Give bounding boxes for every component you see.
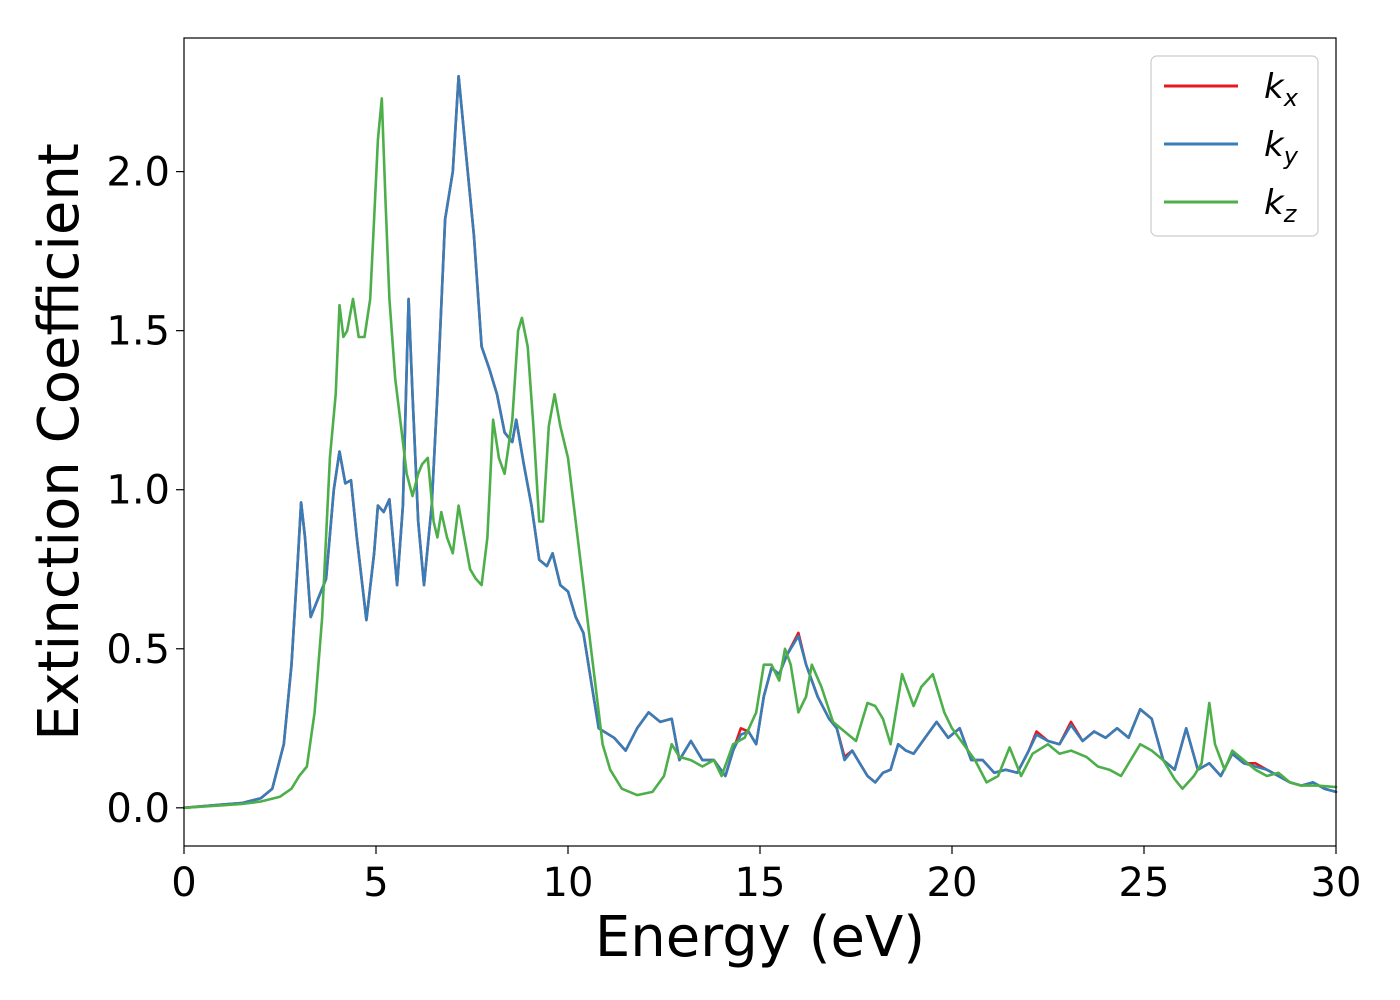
y-tick-label: 0.0 bbox=[106, 786, 170, 832]
legend-label-ky: ky bbox=[1264, 125, 1299, 170]
x-axis: 0 5 10 15 20 25 30 bbox=[171, 846, 1361, 906]
legend-box bbox=[1150, 55, 1319, 237]
y-axis-label: Extinction Coefficient bbox=[27, 143, 92, 741]
y-tick-label: 2.0 bbox=[106, 150, 170, 196]
x-tick-label: 10 bbox=[543, 860, 594, 906]
legend-label-kz: kz bbox=[1264, 183, 1298, 228]
legend-label-subscript: z bbox=[1283, 200, 1298, 228]
x-tick-label: 5 bbox=[363, 860, 388, 906]
x-axis-label: Energy (eV) bbox=[595, 905, 925, 970]
series-line-kz bbox=[182, 97, 1338, 810]
legend-label-subscript: x bbox=[1283, 84, 1299, 112]
x-tick-label: 30 bbox=[1311, 860, 1362, 906]
x-tick-label: 25 bbox=[1119, 860, 1170, 906]
x-tick-label: 15 bbox=[735, 860, 786, 906]
y-axis: 0.0 0.5 1.0 1.5 2.0 bbox=[106, 150, 184, 832]
x-tick-label: 0 bbox=[171, 860, 196, 906]
y-tick-label: 0.5 bbox=[106, 627, 170, 673]
x-tick-label: 20 bbox=[927, 860, 978, 906]
legend-label-kx: kx bbox=[1264, 67, 1299, 112]
legend-label-subscript: y bbox=[1283, 142, 1299, 170]
legend-label-base: k bbox=[1264, 183, 1285, 223]
series-line-ky bbox=[182, 74, 1338, 810]
plot-series-group bbox=[182, 74, 1338, 810]
legend-label-base: k bbox=[1264, 67, 1285, 107]
legend-label-base: k bbox=[1264, 125, 1285, 165]
y-tick-label: 1.0 bbox=[106, 468, 170, 514]
y-tick-label: 1.5 bbox=[106, 309, 170, 355]
